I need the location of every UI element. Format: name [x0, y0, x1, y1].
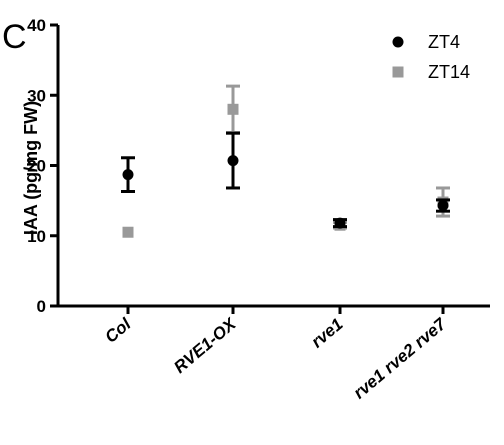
data-marks — [121, 84, 450, 238]
category-label: RVE1-OX — [170, 313, 241, 377]
y-tick-label: 30 — [27, 86, 46, 105]
data-point-ZT4 — [437, 200, 449, 212]
y-ticks: 0 10 20 30 40 — [27, 16, 58, 316]
y-tick-label: 40 — [27, 16, 46, 35]
series-ZT4 — [121, 131, 450, 229]
y-tick-label: 10 — [27, 227, 46, 246]
panel-letter: C — [2, 18, 27, 56]
data-point-ZT4 — [334, 217, 346, 229]
series-ZT14 — [122, 84, 450, 238]
legend-item: ZT4 — [392, 32, 460, 52]
axes — [56, 25, 490, 308]
x-category-labels: Col RVE1-OX rve1 rve1 rve2 rve7 — [101, 306, 451, 403]
category-label: Col — [101, 314, 135, 347]
category-label: rve1 rve2 rve7 — [350, 314, 451, 403]
category-label: rve1 — [308, 315, 347, 352]
y-axis-label: IAA (pg/mg FW) — [21, 101, 41, 235]
data-point-ZT4 — [227, 155, 239, 167]
legend-marker — [392, 66, 404, 78]
legend-label: ZT14 — [428, 62, 470, 82]
data-point-ZT4 — [122, 169, 134, 181]
y-tick-label: 0 — [37, 297, 46, 316]
legend-marker — [392, 36, 404, 48]
data-point-ZT14 — [122, 226, 134, 238]
legend: ZT4 ZT14 — [392, 32, 470, 82]
y-tick-label: 20 — [27, 157, 46, 176]
legend-item: ZT14 — [392, 62, 470, 82]
legend-label: ZT4 — [428, 32, 460, 52]
data-point-ZT14 — [227, 103, 239, 115]
